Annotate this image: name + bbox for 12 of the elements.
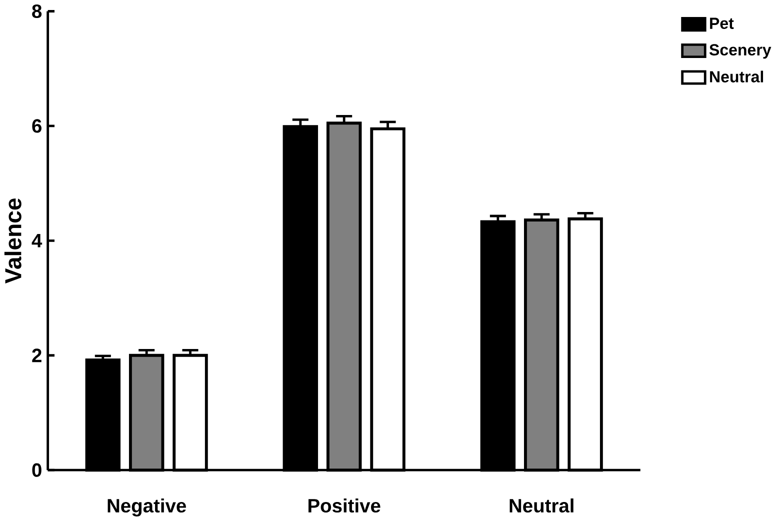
y-tick-label: 8 [32, 4, 42, 18]
legend-label: Neutral [710, 70, 764, 83]
x-tick-label: Negative [108, 498, 186, 516]
y-tick-label: 2 [32, 348, 42, 362]
y-axis-title: Valence [4, 198, 22, 284]
legend-label: Pet [710, 18, 734, 30]
y-tick-label: 0 [32, 463, 42, 477]
y-tick-label: 4 [32, 234, 42, 248]
x-tick-label: Positive [308, 498, 380, 513]
legend-label: Scenery [709, 44, 772, 59]
y-tick-label: 6 [32, 119, 42, 133]
x-tick-label: Neutral [510, 498, 574, 513]
